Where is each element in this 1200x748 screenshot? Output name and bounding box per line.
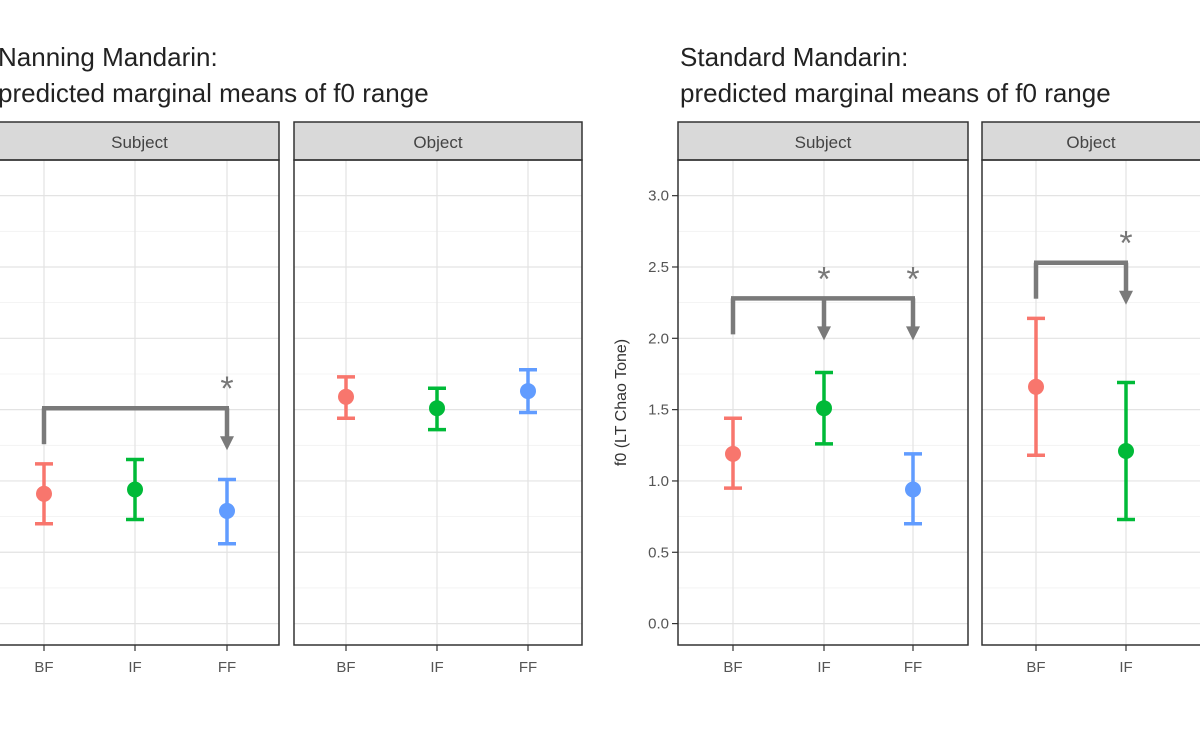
facet-strip-label: Subject xyxy=(795,133,852,152)
mean-point-bf xyxy=(338,388,354,405)
significance-star: * xyxy=(1119,225,1132,263)
significance-star: * xyxy=(906,260,919,298)
x-tick-label: FF xyxy=(904,659,922,676)
mean-point-ff xyxy=(520,383,536,400)
y-tick-label: 2.5 xyxy=(648,259,669,276)
mean-point-if xyxy=(1118,443,1134,459)
facet-panel-border xyxy=(0,159,280,646)
facet-strip xyxy=(0,121,280,161)
facet-strip-label: Object xyxy=(413,133,462,152)
mean-point-bf xyxy=(36,485,52,502)
mean-point-if xyxy=(816,400,832,417)
facet-panel-border xyxy=(981,159,1200,646)
chart-title-line: Standard Mandarin: xyxy=(680,42,908,72)
x-tick-label: BF xyxy=(336,659,355,676)
facet-panel xyxy=(982,160,1200,645)
y-tick-label: 0.5 xyxy=(648,544,669,561)
facet-panel-border xyxy=(677,159,969,646)
facet-strip-label: Subject xyxy=(111,133,168,152)
significance-star: * xyxy=(817,260,830,298)
facet-panel-border xyxy=(293,159,583,646)
x-tick-label: BF xyxy=(34,659,53,676)
mean-point-if xyxy=(429,400,445,417)
chart-title-line: predicted marginal means of f0 range xyxy=(0,78,429,108)
chart-title-line: predicted marginal means of f0 range xyxy=(680,78,1111,108)
x-tick-label: BF xyxy=(1026,659,1045,676)
mean-point-bf xyxy=(1028,378,1044,395)
chart-layer: Nanning Mandarin: predicted marginal mean… xyxy=(0,42,1200,676)
x-tick-label: IF xyxy=(1119,659,1132,676)
y-tick-label: 0.0 xyxy=(648,616,669,633)
facet-strip xyxy=(293,121,583,161)
mean-point-bf xyxy=(725,445,741,462)
x-tick-label: FF xyxy=(218,659,236,676)
x-tick-label: FF xyxy=(519,659,537,676)
mean-point-ff xyxy=(219,502,235,519)
chart-title-line: Nanning Mandarin: xyxy=(0,42,218,72)
facet-strip-label: Object xyxy=(1066,133,1115,152)
y-axis-title: f0 (LT Chao Tone) xyxy=(613,339,630,466)
bracket-arrow-head xyxy=(906,326,920,341)
mean-point-if xyxy=(127,481,143,498)
x-tick-label: IF xyxy=(430,659,443,676)
facet-panel xyxy=(0,160,279,645)
x-tick-label: IF xyxy=(817,659,830,676)
x-tick-label: BF xyxy=(723,659,742,676)
y-tick-label: 2.0 xyxy=(648,330,669,347)
y-tick-label: 1.0 xyxy=(648,473,669,490)
facet-strip xyxy=(981,121,1200,161)
significance-star: * xyxy=(220,370,233,408)
bracket-arrow-head xyxy=(220,436,234,451)
y-tick-label: 3.0 xyxy=(648,188,669,205)
x-tick-label: IF xyxy=(128,659,141,676)
facet-strip xyxy=(677,121,969,161)
y-tick-label: 1.5 xyxy=(648,402,669,419)
bracket-arrow-head xyxy=(817,326,831,341)
bracket-arrow-head xyxy=(1119,290,1133,305)
mean-point-ff xyxy=(905,481,921,498)
